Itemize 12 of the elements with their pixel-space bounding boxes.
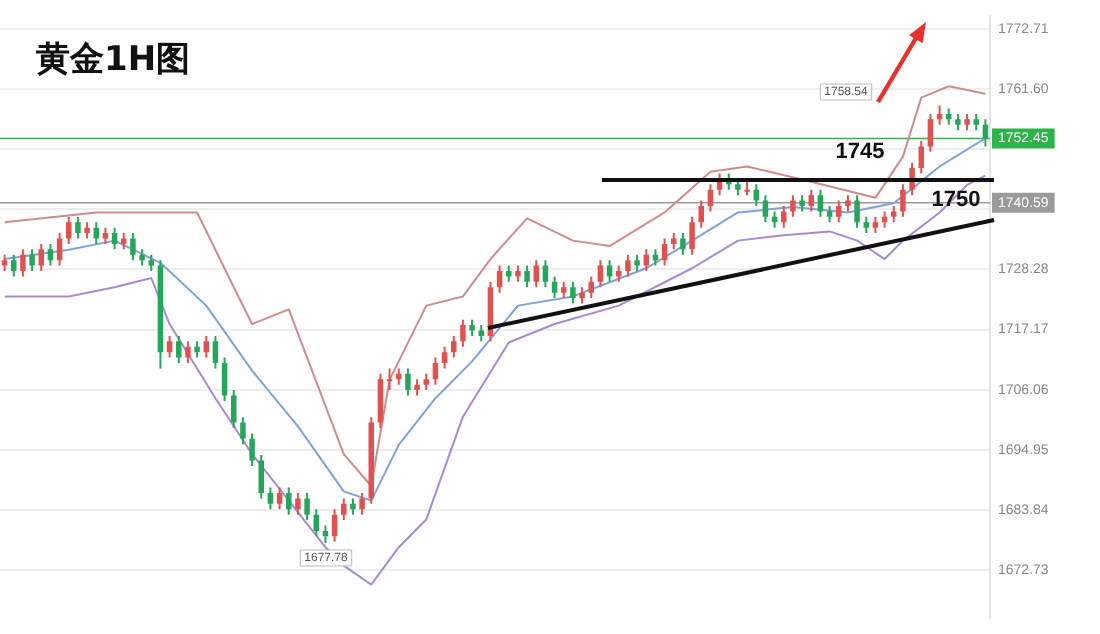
candlestick xyxy=(955,113,961,131)
candlestick xyxy=(634,254,640,271)
candlestick xyxy=(469,319,475,336)
candlestick xyxy=(121,233,127,250)
candlestick xyxy=(671,233,677,250)
candlestick xyxy=(964,113,970,131)
candlestick xyxy=(386,368,393,391)
annotation: 1745 xyxy=(835,140,885,165)
text: 黄金1H图 xyxy=(36,38,191,82)
candlestick xyxy=(561,281,567,299)
candlestick xyxy=(891,205,897,223)
annotation: 1750 xyxy=(931,188,981,213)
